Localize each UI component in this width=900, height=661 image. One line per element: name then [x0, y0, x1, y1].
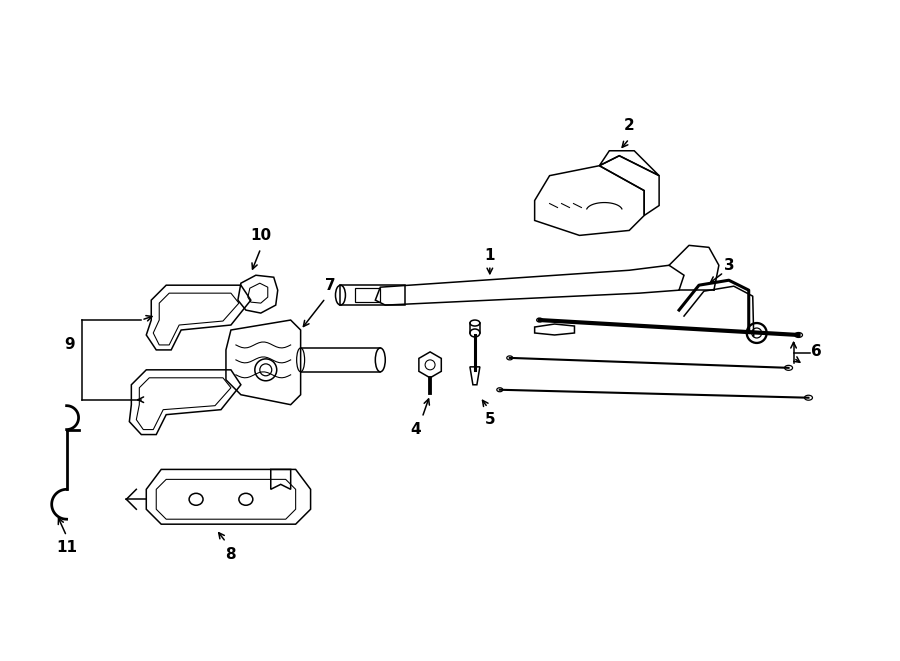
Text: 4: 4 [410, 422, 420, 437]
Text: 2: 2 [624, 118, 634, 134]
Text: 1: 1 [484, 248, 495, 263]
Text: 5: 5 [484, 412, 495, 427]
Text: 8: 8 [226, 547, 236, 562]
Text: 3: 3 [724, 258, 734, 273]
Text: 10: 10 [250, 228, 272, 243]
Text: 7: 7 [325, 278, 336, 293]
Text: 6: 6 [811, 344, 822, 360]
Text: 11: 11 [56, 539, 77, 555]
Text: 9: 9 [64, 337, 75, 352]
